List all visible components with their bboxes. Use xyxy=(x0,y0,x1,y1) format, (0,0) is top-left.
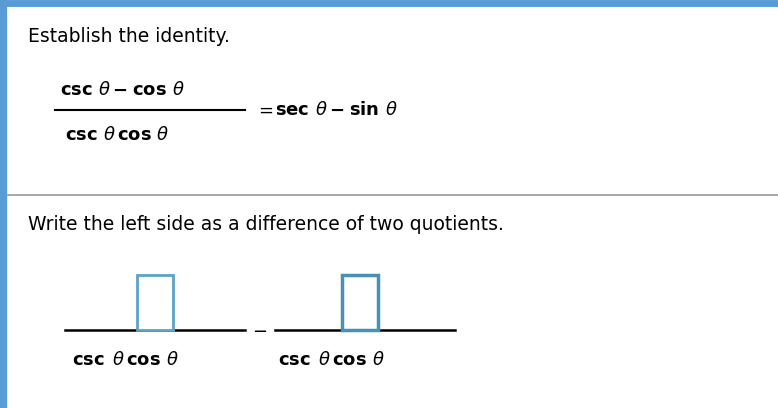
Text: $\theta$: $\theta$ xyxy=(385,101,398,119)
Text: $\mathbf{csc}$: $\mathbf{csc}$ xyxy=(72,351,105,369)
Text: $\mathbf{cos}$: $\mathbf{cos}$ xyxy=(132,81,166,99)
Text: $\theta$: $\theta$ xyxy=(372,351,384,369)
Text: $\theta$: $\theta$ xyxy=(98,81,110,99)
Bar xyxy=(137,275,173,330)
Text: $\mathbf{sec}$: $\mathbf{sec}$ xyxy=(275,101,310,119)
Text: $\theta$: $\theta$ xyxy=(166,351,179,369)
Text: $\mathbf{cos}$: $\mathbf{cos}$ xyxy=(332,351,366,369)
Text: $\mathbf{csc}$: $\mathbf{csc}$ xyxy=(60,81,93,99)
Text: $\theta$: $\theta$ xyxy=(172,81,184,99)
Text: Establish the identity.: Establish the identity. xyxy=(28,27,230,46)
Text: $\mathbf{-}$: $\mathbf{-}$ xyxy=(329,101,344,119)
Text: $\theta$: $\theta$ xyxy=(112,351,124,369)
Text: $\mathbf{cos}$: $\mathbf{cos}$ xyxy=(126,351,161,369)
Text: Write the left side as a difference of two quotients.: Write the left side as a difference of t… xyxy=(28,215,504,235)
Text: $\theta$: $\theta$ xyxy=(318,351,331,369)
Bar xyxy=(342,275,378,330)
Text: $\mathbf{csc}$: $\mathbf{csc}$ xyxy=(65,126,98,144)
Text: $-$: $-$ xyxy=(252,321,268,339)
Text: $\mathbf{-}$: $\mathbf{-}$ xyxy=(112,81,127,99)
Text: $\theta$: $\theta$ xyxy=(103,126,116,144)
Text: $\mathbf{cos}$: $\mathbf{cos}$ xyxy=(117,126,152,144)
Text: $\mathbf{csc}$: $\mathbf{csc}$ xyxy=(278,351,311,369)
Text: $=$: $=$ xyxy=(255,101,274,119)
Text: $\theta$: $\theta$ xyxy=(315,101,328,119)
Text: $\theta$: $\theta$ xyxy=(156,126,169,144)
Text: $\mathbf{sin}$: $\mathbf{sin}$ xyxy=(349,101,379,119)
